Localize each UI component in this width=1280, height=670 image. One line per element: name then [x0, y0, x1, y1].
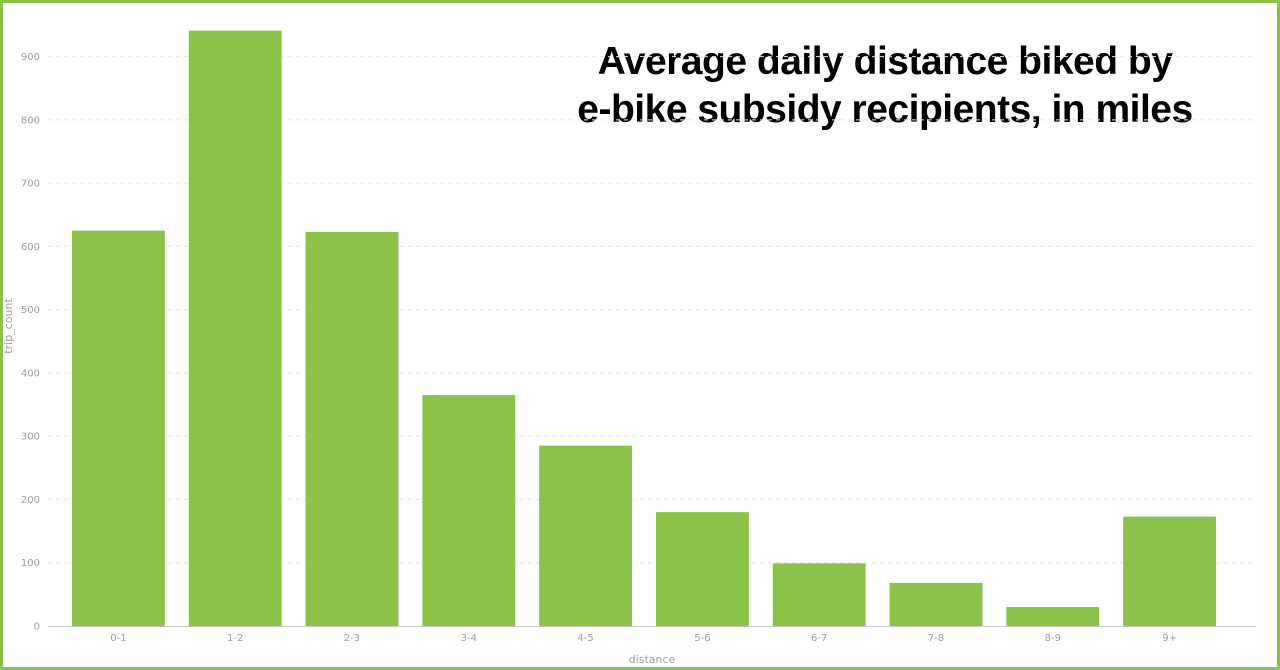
bar: [539, 445, 633, 626]
x-tick-label: 2-3: [344, 633, 360, 644]
x-tick-label: 5-6: [694, 633, 710, 644]
x-axis-ticks: 0-1 1-2 2-3 3-4 4-5 5-6 6-7 7-8 8-9 9+: [110, 633, 1177, 644]
bar: [889, 582, 983, 626]
bar: [1006, 607, 1100, 626]
y-axis-label: trip_count: [2, 298, 15, 354]
chart-title-line-1: Average daily distance biked by: [597, 40, 1173, 83]
y-tick-label: 300: [21, 432, 40, 443]
x-tick-label: 1-2: [227, 633, 243, 644]
x-axis-label: distance: [629, 653, 676, 666]
bar: [422, 395, 516, 626]
x-tick-label: 4-5: [577, 633, 593, 644]
bar: [305, 231, 399, 626]
x-tick-label: 7-8: [928, 633, 944, 644]
y-tick-label: 400: [21, 368, 40, 379]
bar: [772, 563, 866, 626]
x-tick-label: 3-4: [461, 633, 477, 644]
x-tick-label: 8-9: [1045, 633, 1061, 644]
y-tick-label: 700: [21, 179, 40, 190]
x-tick-label: 6-7: [811, 633, 827, 644]
bar: [71, 230, 165, 626]
y-axis-ticks: 0 100 200 300 400 500 600 700 800 900: [21, 52, 40, 632]
x-tick-label: 9+: [1162, 633, 1177, 644]
bars: [71, 30, 1217, 627]
bar: [188, 30, 282, 627]
bar: [655, 512, 749, 626]
bar: [1123, 516, 1217, 626]
y-tick-label: 800: [21, 115, 40, 126]
y-tick-label: 500: [21, 305, 40, 316]
y-tick-label: 200: [21, 495, 40, 506]
y-tick-label: 100: [21, 558, 40, 569]
x-tick-label: 0-1: [110, 633, 126, 644]
chart-title-line-2: e-bike subsidy recipients, in miles: [577, 88, 1193, 131]
chart-title: Average daily distance biked by e-bike s…: [560, 38, 1210, 134]
y-tick-label: 900: [21, 52, 40, 63]
y-tick-label: 600: [21, 242, 40, 253]
y-tick-label: 0: [34, 622, 40, 633]
